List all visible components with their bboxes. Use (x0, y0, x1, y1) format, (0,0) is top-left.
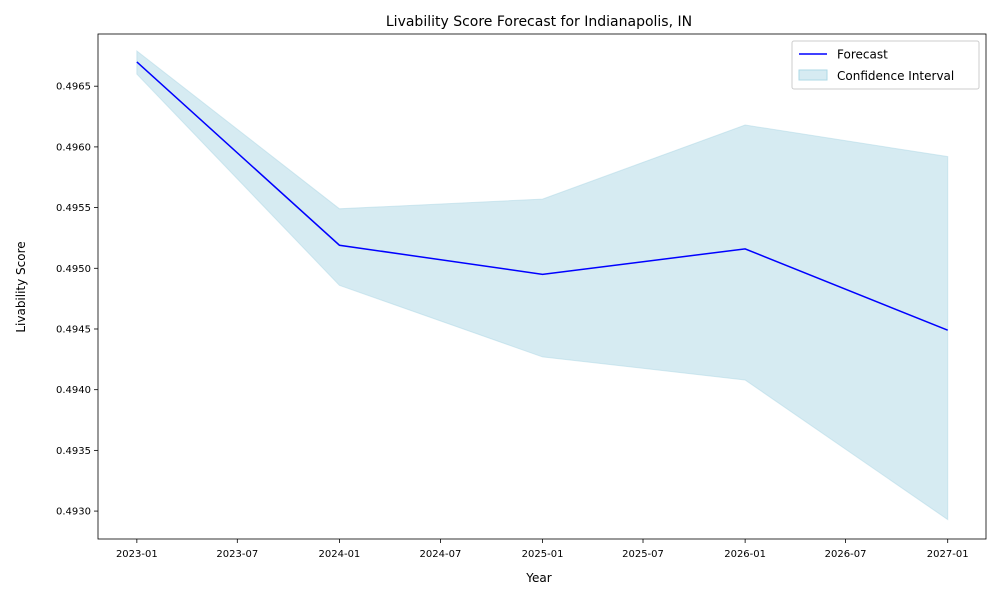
x-tick-label: 2027-01 (927, 549, 969, 560)
axes-frame (97, 33, 987, 540)
y-tick-label: 0.4945 (56, 324, 91, 335)
legend-confidence-label: Confidence Interval (837, 69, 954, 83)
confidence-band (136, 49, 949, 521)
y-axis: 0.4930 0.4935 0.4940 0.4945 0.4950 0.4955 0.49… (56, 82, 98, 518)
y-tick-label: 0.4965 (56, 82, 91, 93)
y-tick-label: 0.4940 (56, 385, 91, 396)
y-tick-label: 0.4930 (56, 507, 91, 518)
x-axis: 2023-01 2023-07 2024-01 2024-07 2025-01 2025-… (116, 539, 969, 560)
forecast-line (136, 61, 948, 331)
legend-box (791, 40, 980, 90)
x-tick-label: 2026-07 (825, 549, 867, 560)
x-axis-label: Year (525, 571, 551, 585)
y-axis-label: Livability Score (14, 241, 28, 332)
y-tick-label: 0.4960 (56, 142, 91, 153)
x-tick-label: 2023-01 (116, 549, 158, 560)
legend-confidence-swatch (798, 69, 828, 81)
plot-area (136, 49, 949, 521)
legend: Forecast Confidence Interval (791, 40, 980, 90)
x-tick-label: 2026-01 (724, 549, 766, 560)
y-tick-label: 0.4955 (56, 203, 91, 214)
x-tick-label: 2024-01 (319, 549, 361, 560)
legend-forecast-label: Forecast (837, 48, 888, 62)
x-tick-label: 2025-01 (522, 549, 564, 560)
x-tick-label: 2023-07 (216, 549, 258, 560)
y-tick-label: 0.4950 (56, 264, 91, 275)
x-tick-label: 2024-07 (420, 549, 462, 560)
y-tick-label: 0.4935 (56, 446, 91, 457)
chart-title: Livability Score Forecast for Indianapol… (386, 14, 692, 30)
x-tick-label: 2025-07 (622, 549, 664, 560)
